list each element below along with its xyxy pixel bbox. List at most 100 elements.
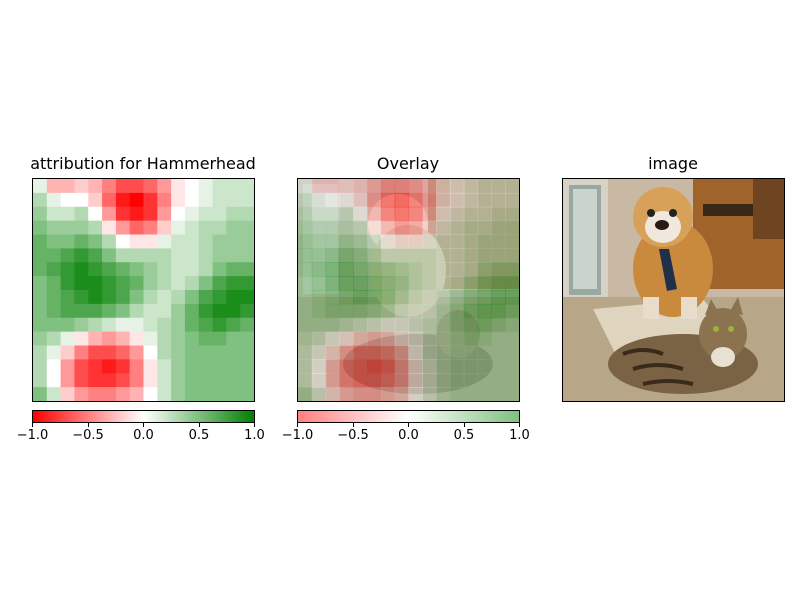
heatmap-cell	[339, 234, 354, 249]
heatmap-cell	[46, 345, 62, 360]
heatmap-cell	[436, 345, 451, 360]
heatmap-cell	[298, 234, 313, 249]
heatmap-cell	[60, 220, 76, 236]
heatmap-cell	[157, 179, 172, 194]
heatmap-cell	[353, 192, 368, 208]
heatmap-cell	[171, 290, 186, 305]
heatmap-cell	[367, 220, 382, 236]
heatmap-cell	[491, 345, 506, 360]
heatmap-cell	[60, 234, 76, 249]
heatmap-cell	[325, 234, 341, 249]
heatmap-cell	[298, 373, 313, 388]
heatmap-cell	[46, 220, 62, 236]
heatmap-cell	[74, 262, 89, 277]
heatmap-cell	[226, 220, 241, 236]
heatmap-cell	[505, 248, 519, 263]
heatmap-cell	[367, 276, 382, 291]
heatmap-cell	[339, 359, 354, 374]
heatmap-cell	[46, 303, 62, 319]
heatmap-cell	[422, 206, 437, 222]
heatmap-cell	[367, 248, 382, 263]
heatmap-cell	[171, 387, 186, 401]
heatmap-cell	[449, 373, 465, 388]
heatmap-cell	[240, 206, 254, 222]
heatmap-cell	[143, 303, 158, 319]
heatmap-cell	[408, 206, 423, 222]
dog-cat-photo	[562, 178, 785, 402]
heatmap-cell	[184, 359, 200, 374]
heatmap-cell	[463, 276, 479, 291]
heatmap-cell	[184, 220, 200, 236]
heatmap-cell	[367, 206, 382, 222]
heatmap-cell	[129, 248, 145, 263]
heatmap-cell	[171, 179, 186, 194]
heatmap-cell	[436, 220, 451, 236]
heatmap-cell	[477, 276, 492, 291]
colorbar-tick-label: −1.0	[281, 428, 314, 443]
heatmap-cell	[171, 373, 186, 388]
colorbar-tick	[198, 423, 200, 427]
heatmap-cell	[505, 220, 519, 236]
heatmap-cell	[394, 331, 410, 347]
heatmap-cell	[102, 359, 117, 374]
heatmap-cell	[408, 290, 423, 305]
heatmap-cell	[198, 290, 214, 305]
colorbar-tick	[463, 423, 465, 427]
heatmap-cell	[394, 179, 410, 194]
heatmap-cell	[491, 192, 506, 208]
heatmap-cell	[298, 276, 313, 291]
heatmap-cell	[88, 206, 103, 222]
heatmap-cell	[171, 317, 186, 333]
heatmap-cell	[408, 220, 423, 236]
heatmap-cell	[33, 290, 48, 305]
heatmap-cell	[184, 317, 200, 333]
heatmap-cell	[491, 262, 506, 277]
heatmap-cell	[198, 248, 214, 263]
heatmap-cell	[325, 345, 341, 360]
heatmap-cell	[367, 192, 382, 208]
heatmap-cell	[380, 192, 396, 208]
heatmap-cell	[46, 192, 62, 208]
heatmap-cell	[311, 331, 327, 347]
heatmap-cell	[477, 248, 492, 263]
heatmap-cell	[46, 317, 62, 333]
heatmap-cell	[240, 359, 254, 374]
heatmap-cell	[184, 373, 200, 388]
heatmap-cell	[33, 317, 48, 333]
heatmap-cell	[143, 331, 158, 347]
heatmap-cell	[408, 192, 423, 208]
image-title: image	[648, 154, 698, 173]
heatmap-cell	[88, 373, 103, 388]
heatmap-cell	[339, 262, 354, 277]
heatmap-cell	[157, 345, 172, 360]
heatmap-cell	[212, 234, 227, 249]
heatmap-cell	[298, 262, 313, 277]
heatmap-cell	[325, 179, 341, 194]
heatmap-cell	[380, 317, 396, 333]
heatmap-cell	[240, 290, 254, 305]
heatmap-cell	[171, 359, 186, 374]
heatmap-cell	[33, 303, 48, 319]
heatmap-cell	[60, 359, 76, 374]
heatmap-cell	[212, 303, 227, 319]
heatmap-cell	[325, 387, 341, 401]
heatmap-cell	[212, 248, 227, 263]
heatmap-cell	[129, 317, 145, 333]
heatmap-cell	[143, 262, 158, 277]
heatmap-cell	[449, 276, 465, 291]
heatmap-cell	[129, 359, 145, 374]
heatmap-cell	[226, 206, 241, 222]
heatmap-cell	[491, 248, 506, 263]
heatmap-cell	[33, 262, 48, 277]
heatmap-cell	[60, 317, 76, 333]
heatmap-cell	[157, 234, 172, 249]
heatmap-cell	[422, 345, 437, 360]
heatmap-cell	[353, 262, 368, 277]
heatmap-cell	[408, 345, 423, 360]
heatmap-cell	[380, 345, 396, 360]
heatmap-cell	[353, 373, 368, 388]
heatmap-cell	[505, 276, 519, 291]
colorbar-tick	[254, 423, 255, 427]
heatmap-cell	[102, 317, 117, 333]
heatmap-cell	[367, 290, 382, 305]
